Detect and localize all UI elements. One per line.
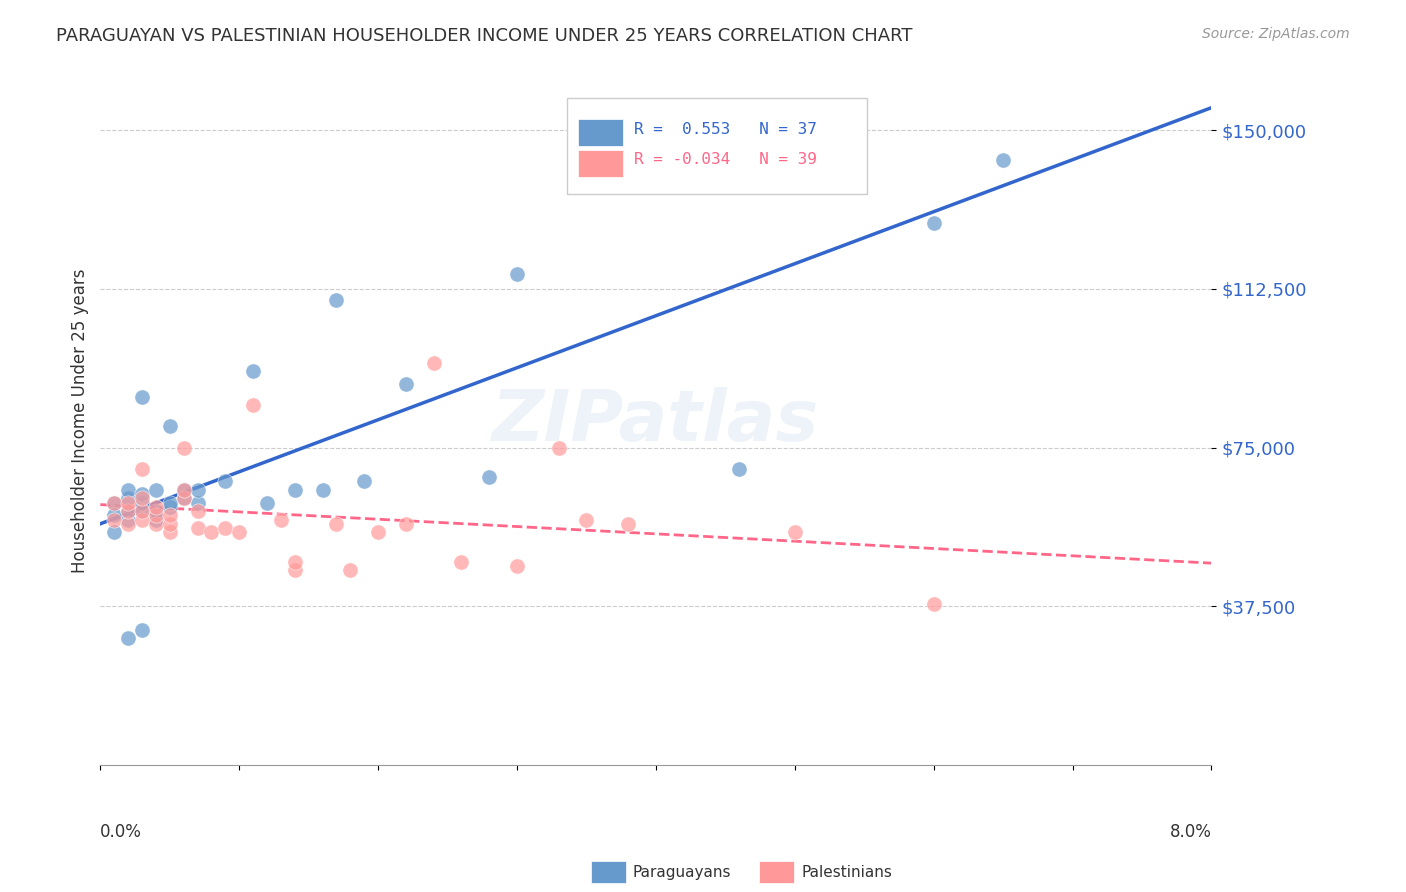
Point (145, 504, 167, 518)
Point (117, 512, 139, 526)
Point (506, 267, 529, 281)
Point (353, 475, 375, 489)
Point (311, 483, 333, 497)
Text: Source: ZipAtlas.com: Source: ZipAtlas.com (1202, 27, 1350, 41)
Point (339, 563, 361, 577)
Point (228, 525, 250, 540)
Text: R =  0.553   N = 37: R = 0.553 N = 37 (634, 121, 817, 136)
Point (173, 483, 195, 497)
FancyBboxPatch shape (567, 98, 868, 194)
Point (145, 508, 167, 523)
Point (547, 441, 569, 455)
Point (117, 495, 139, 509)
Point (145, 500, 167, 514)
Point (214, 521, 236, 535)
Point (117, 491, 139, 506)
Point (131, 390, 153, 404)
Point (325, 516, 347, 531)
Point (117, 631, 139, 645)
Point (103, 495, 125, 509)
Point (173, 441, 195, 455)
Point (131, 487, 153, 501)
Text: Palestinians: Palestinians (801, 865, 893, 880)
Point (117, 516, 139, 531)
Point (284, 563, 307, 577)
Point (131, 462, 153, 476)
Text: R = -0.034   N = 39: R = -0.034 N = 39 (634, 153, 817, 168)
Point (173, 491, 195, 506)
Point (617, 516, 640, 531)
Point (173, 483, 195, 497)
Point (173, 491, 195, 506)
Point (575, 512, 598, 526)
Point (187, 504, 209, 518)
Point (159, 508, 181, 523)
Point (450, 555, 472, 569)
Point (367, 525, 389, 540)
Point (242, 364, 264, 378)
Point (256, 495, 278, 509)
Point (103, 508, 125, 523)
Point (103, 525, 125, 540)
Point (145, 516, 167, 531)
Point (922, 216, 945, 230)
Point (506, 559, 529, 574)
Point (159, 516, 181, 531)
Bar (578, 150, 623, 178)
Point (922, 597, 945, 611)
Point (131, 504, 153, 518)
Point (284, 555, 307, 569)
Text: ZIPatlas: ZIPatlas (492, 387, 820, 456)
Point (728, 462, 751, 476)
Point (325, 293, 347, 307)
Point (131, 495, 153, 509)
Text: 8.0%: 8.0% (1170, 823, 1212, 841)
Point (117, 504, 139, 518)
Point (159, 419, 181, 434)
Point (131, 504, 153, 518)
Point (159, 500, 181, 514)
Point (284, 483, 307, 497)
Point (131, 512, 153, 526)
Y-axis label: Householder Income Under 25 years: Householder Income Under 25 years (72, 269, 89, 574)
Point (395, 516, 418, 531)
Point (145, 512, 167, 526)
Point (117, 483, 139, 497)
Point (159, 495, 181, 509)
Point (395, 377, 418, 392)
Point (117, 504, 139, 518)
Point (214, 475, 236, 489)
Point (270, 512, 292, 526)
Point (145, 483, 167, 497)
Point (187, 521, 209, 535)
Point (422, 356, 444, 370)
Text: Paraguayans: Paraguayans (633, 865, 731, 880)
Point (478, 470, 501, 484)
Point (103, 495, 125, 509)
Point (131, 623, 153, 637)
Point (103, 512, 125, 526)
Point (187, 495, 209, 509)
Point (159, 525, 181, 540)
Point (131, 491, 153, 506)
Point (242, 398, 264, 412)
Point (991, 153, 1014, 167)
Bar (578, 119, 623, 146)
Text: PARAGUAYAN VS PALESTINIAN HOUSEHOLDER INCOME UNDER 25 YEARS CORRELATION CHART: PARAGUAYAN VS PALESTINIAN HOUSEHOLDER IN… (56, 27, 912, 45)
Point (187, 483, 209, 497)
Point (644, 145, 666, 159)
Text: 0.0%: 0.0% (100, 823, 142, 841)
Point (783, 525, 806, 540)
Point (200, 525, 222, 540)
